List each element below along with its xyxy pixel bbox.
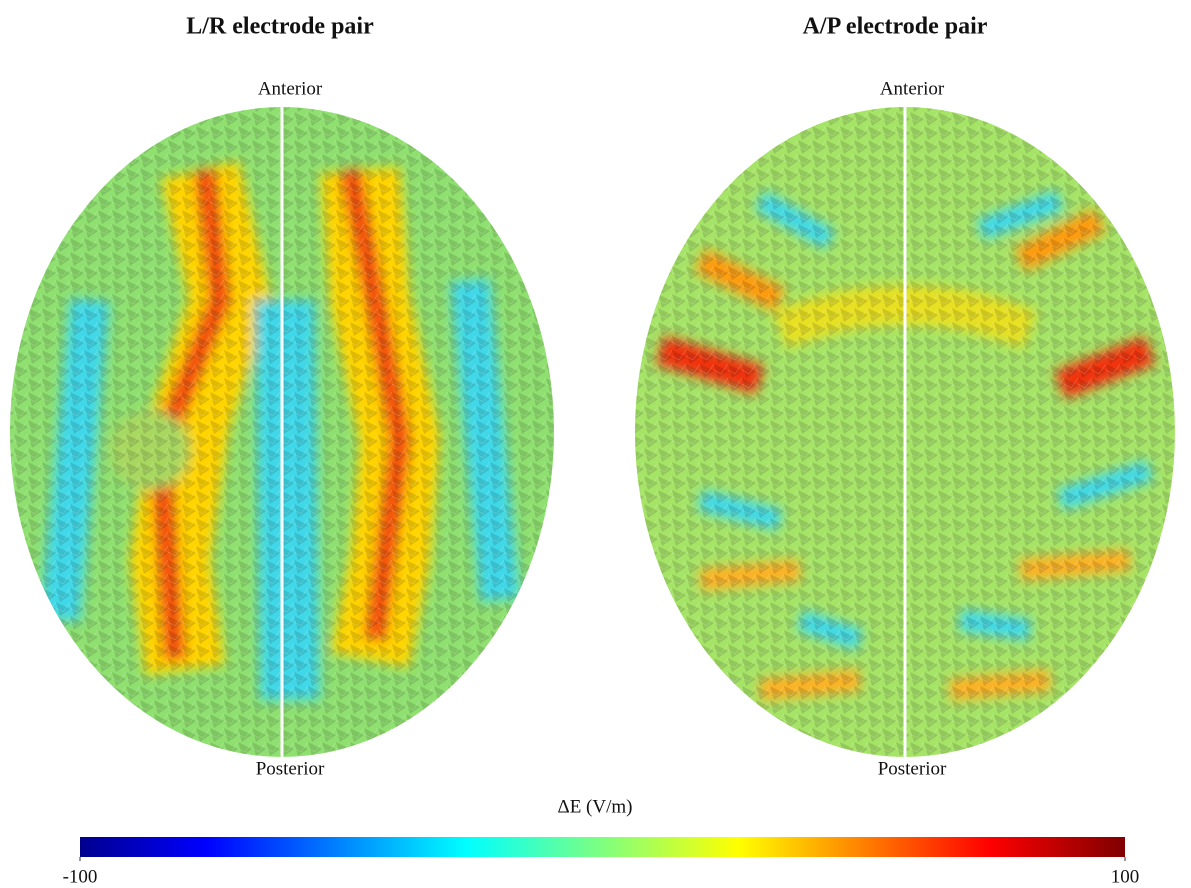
orientation-label: Posterior [878,758,947,779]
panel-title: A/P electrode pair [803,14,988,40]
colorbar [80,837,1125,857]
tick-label: 100 [1111,866,1140,887]
orientation-label: Posterior [256,758,325,779]
orientation-label: Anterior [880,78,945,99]
orientation-label: Anterior [258,78,323,99]
brain-right [635,107,1175,757]
tick-label: -100 [63,866,98,887]
colorbar-label: ΔE (V/m) [557,796,632,817]
panel-title: L/R electrode pair [186,14,374,40]
brain-left [10,107,554,757]
